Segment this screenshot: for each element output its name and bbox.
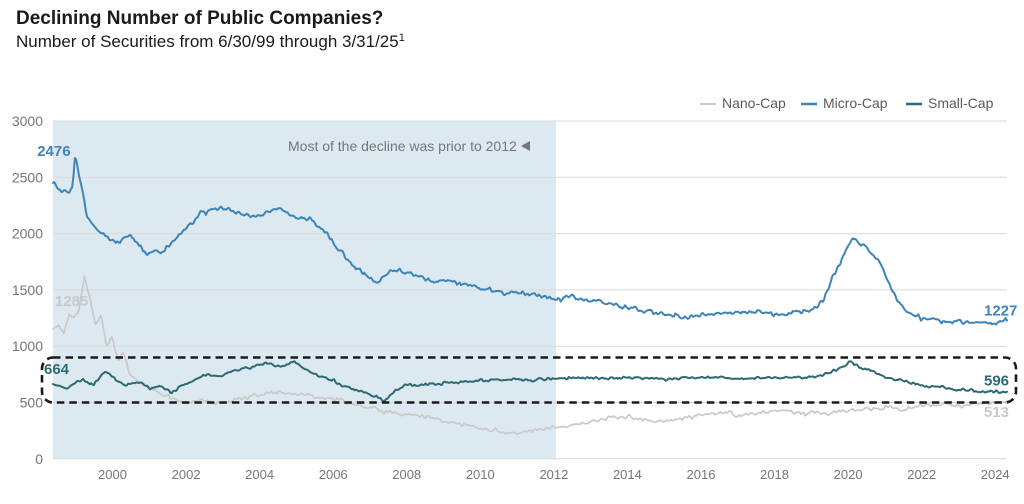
svg-text:664: 664	[44, 361, 70, 378]
svg-text:596: 596	[984, 373, 1009, 390]
svg-text:2012: 2012	[539, 467, 568, 482]
svg-text:1227: 1227	[984, 303, 1017, 320]
svg-text:2002: 2002	[172, 467, 201, 482]
svg-text:2022: 2022	[907, 467, 936, 482]
svg-text:1285: 1285	[55, 293, 88, 310]
svg-text:Most of the decline was prior: Most of the decline was prior to 2012	[288, 138, 517, 154]
svg-text:513: 513	[984, 404, 1009, 421]
svg-text:Micro-Cap: Micro-Cap	[823, 95, 888, 111]
svg-text:Small-Cap: Small-Cap	[928, 95, 994, 111]
svg-text:2014: 2014	[613, 467, 642, 482]
svg-text:1000: 1000	[12, 338, 43, 354]
svg-text:2000: 2000	[12, 226, 43, 242]
svg-text:0: 0	[35, 451, 43, 467]
svg-text:2016: 2016	[687, 467, 716, 482]
svg-text:2008: 2008	[392, 467, 421, 482]
svg-text:2020: 2020	[834, 467, 863, 482]
svg-text:2500: 2500	[12, 169, 43, 185]
svg-text:2010: 2010	[466, 467, 495, 482]
svg-text:1500: 1500	[12, 282, 43, 298]
svg-text:3000: 3000	[12, 113, 43, 129]
svg-text:2004: 2004	[245, 467, 274, 482]
svg-text:2024: 2024	[981, 467, 1010, 482]
svg-text:2018: 2018	[760, 467, 789, 482]
svg-text:2000: 2000	[98, 467, 127, 482]
svg-text:Nano-Cap: Nano-Cap	[722, 95, 786, 111]
svg-text:500: 500	[20, 395, 44, 411]
svg-text:2476: 2476	[37, 143, 70, 160]
svg-text:2006: 2006	[319, 467, 348, 482]
